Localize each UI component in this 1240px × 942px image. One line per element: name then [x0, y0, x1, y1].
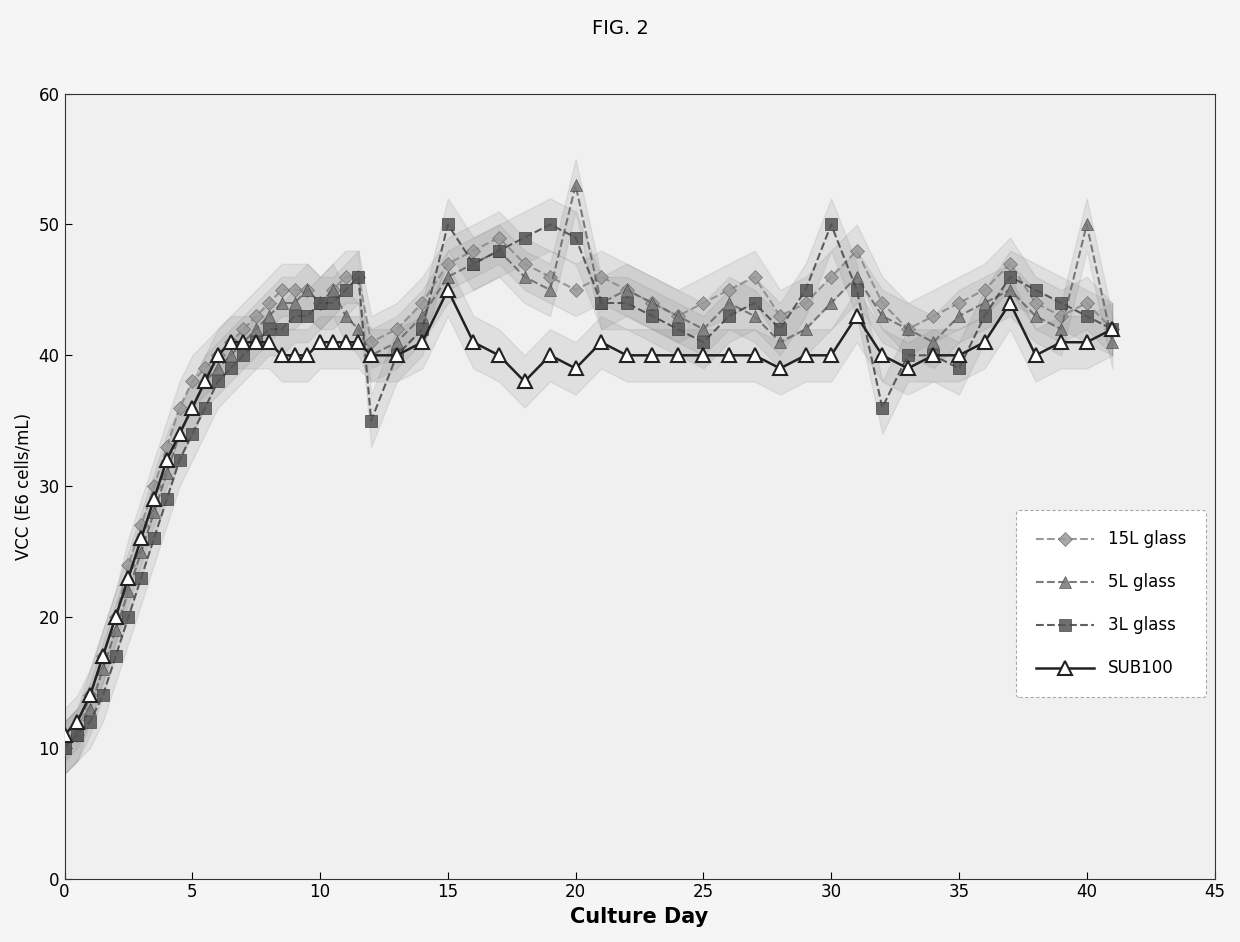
- 5L glass: [568, 180, 583, 191]
- Text: FIG. 2: FIG. 2: [591, 19, 649, 38]
- 15L glass: [491, 232, 506, 243]
- 15L glass: [312, 298, 327, 309]
- Line: 5L glass: 5L glass: [60, 180, 1117, 754]
- 15L glass: [696, 298, 711, 309]
- SUB100: [440, 284, 455, 296]
- SUB100: [594, 336, 609, 348]
- Line: SUB100: SUB100: [57, 283, 1120, 741]
- 3L glass: [57, 742, 72, 754]
- SUB100: [517, 376, 532, 387]
- X-axis label: Culture Day: Culture Day: [570, 907, 708, 927]
- SUB100: [1105, 323, 1120, 334]
- SUB100: [312, 336, 327, 348]
- 3L glass: [312, 298, 327, 309]
- 5L glass: [1105, 336, 1120, 348]
- 5L glass: [594, 298, 609, 309]
- Line: 15L glass: 15L glass: [60, 233, 1117, 753]
- 5L glass: [57, 742, 72, 754]
- SUB100: [172, 429, 187, 440]
- Y-axis label: VCC (E6 cells/mL): VCC (E6 cells/mL): [15, 413, 33, 560]
- 5L glass: [543, 284, 558, 296]
- 15L glass: [57, 742, 72, 754]
- 5L glass: [172, 429, 187, 440]
- 3L glass: [1105, 323, 1120, 334]
- 5L glass: [491, 245, 506, 256]
- 15L glass: [568, 284, 583, 296]
- 15L glass: [1105, 323, 1120, 334]
- 15L glass: [172, 402, 187, 414]
- 3L glass: [172, 454, 187, 465]
- 3L glass: [440, 219, 455, 230]
- 3L glass: [568, 232, 583, 243]
- SUB100: [696, 349, 711, 361]
- 5L glass: [696, 323, 711, 334]
- 15L glass: [594, 271, 609, 283]
- 3L glass: [517, 232, 532, 243]
- 5L glass: [312, 298, 327, 309]
- 15L glass: [517, 258, 532, 269]
- SUB100: [57, 729, 72, 740]
- 3L glass: [696, 336, 711, 348]
- Line: 3L glass: 3L glass: [60, 219, 1117, 754]
- SUB100: [568, 363, 583, 374]
- 3L glass: [594, 298, 609, 309]
- Legend: 15L glass, 5L glass, 3L glass, SUB100: 15L glass, 5L glass, 3L glass, SUB100: [1016, 511, 1207, 697]
